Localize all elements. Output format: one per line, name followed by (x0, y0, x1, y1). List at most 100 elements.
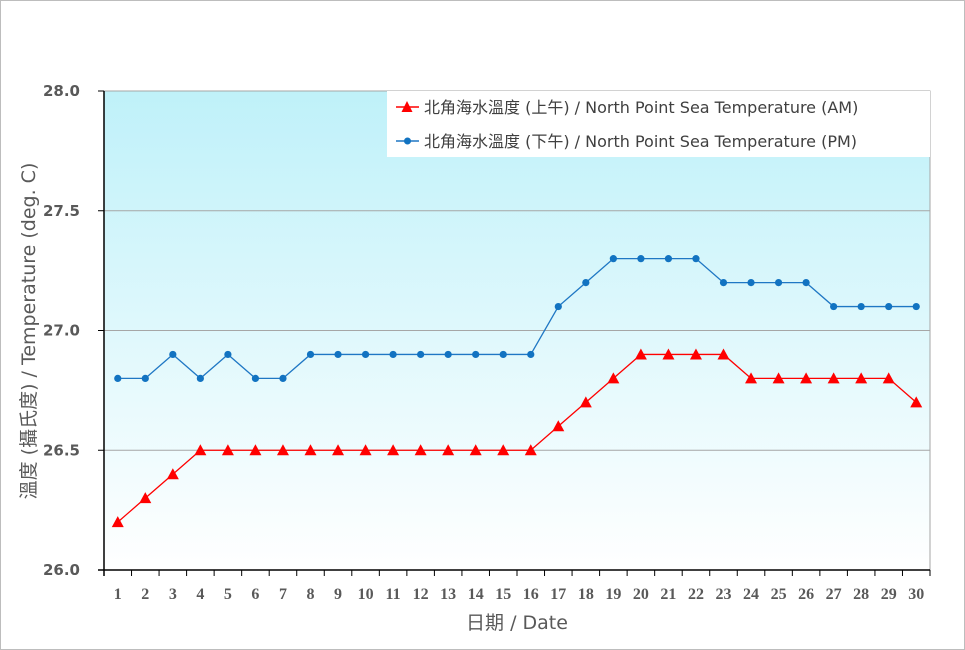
data-point[interactable] (334, 350, 342, 359)
legend-item-pm[interactable]: 北角海水溫度 (下午) / North Point Sea Temperatur… (396, 132, 857, 151)
data-point[interactable] (692, 255, 700, 263)
data-point[interactable] (582, 279, 590, 287)
x-tick-label: 3 (169, 586, 177, 603)
data-point[interactable] (800, 372, 813, 384)
data-point[interactable] (279, 374, 287, 382)
data-point[interactable] (830, 302, 838, 311)
triangle-marker-icon (401, 101, 413, 112)
data-point[interactable] (912, 302, 920, 311)
legend-item-am[interactable]: 北角海水溫度 (上午) / North Point Sea Temperatur… (396, 98, 858, 117)
x-tick-label: 14 (468, 586, 484, 603)
y-axis-label: 溫度 (攝氏度) / Temperature (deg. C) (18, 163, 40, 500)
x-tick-label: 7 (279, 586, 287, 603)
data-point[interactable] (910, 396, 923, 408)
data-point[interactable] (855, 372, 868, 384)
data-point[interactable] (304, 444, 317, 456)
data-point[interactable] (469, 444, 482, 456)
data-point[interactable] (196, 374, 204, 382)
data-point[interactable] (717, 348, 730, 360)
x-tick-label: 5 (224, 586, 232, 603)
data-point[interactable] (332, 444, 345, 456)
data-point[interactable] (527, 350, 535, 359)
data-point[interactable] (745, 372, 758, 384)
data-point[interactable] (194, 444, 207, 456)
data-point[interactable] (885, 302, 893, 311)
y-tick-label: 27.5 (43, 202, 80, 220)
x-tick-label: 28 (853, 586, 869, 603)
x-tick-label: 26 (798, 586, 814, 603)
y-tick-label: 28.0 (43, 82, 80, 100)
series-pm (114, 255, 920, 382)
data-point[interactable] (609, 255, 617, 263)
y-axis: 26.0 26.5 27.0 27.5 28.0 (43, 82, 105, 579)
x-tick-label: 10 (358, 586, 374, 603)
x-tick-label: 13 (440, 586, 456, 603)
data-point[interactable] (359, 444, 372, 456)
x-tick-label: 24 (743, 586, 759, 603)
data-point[interactable] (554, 302, 562, 311)
data-point[interactable] (166, 468, 179, 480)
data-point[interactable] (662, 348, 675, 360)
data-point[interactable] (114, 374, 122, 382)
data-point[interactable] (607, 372, 620, 384)
x-tick-label: 4 (196, 586, 204, 603)
data-point[interactable] (111, 516, 124, 528)
x-tick-label: 8 (307, 586, 315, 603)
data-point[interactable] (689, 348, 702, 360)
x-tick-label: 1 (114, 586, 122, 603)
x-tick-label: 25 (771, 586, 787, 603)
data-point[interactable] (169, 350, 177, 359)
x-tick-label: 21 (660, 586, 676, 603)
data-point[interactable] (361, 350, 370, 359)
data-point[interactable] (442, 444, 455, 456)
data-point[interactable] (472, 350, 480, 359)
data-point[interactable] (747, 279, 755, 287)
series-am (111, 348, 923, 528)
data-point[interactable] (634, 348, 647, 360)
x-tick-label: 12 (413, 586, 429, 603)
x-tick-label: 19 (605, 586, 621, 603)
data-point[interactable] (827, 372, 840, 384)
x-tick-label: 9 (334, 586, 342, 603)
data-point[interactable] (802, 279, 810, 287)
data-point[interactable] (774, 279, 783, 287)
x-tick-label: 11 (386, 586, 401, 603)
data-point[interactable] (224, 350, 232, 359)
data-point[interactable] (497, 444, 510, 456)
data-point[interactable] (249, 444, 262, 456)
data-point[interactable] (579, 396, 592, 408)
data-point[interactable] (857, 302, 865, 311)
y-tick-label: 26.5 (43, 441, 80, 459)
data-point[interactable] (276, 444, 289, 456)
data-point[interactable] (389, 350, 397, 359)
data-point[interactable] (306, 350, 315, 359)
data-point[interactable] (499, 350, 507, 359)
y-tick-label: 26.0 (43, 561, 80, 579)
data-point[interactable] (141, 374, 149, 382)
data-point[interactable] (251, 374, 260, 382)
data-point[interactable] (719, 279, 728, 287)
x-tick-label: 18 (578, 586, 594, 603)
data-point[interactable] (387, 444, 400, 456)
data-point[interactable] (552, 420, 565, 432)
data-point[interactable] (772, 372, 785, 384)
data-point[interactable] (524, 444, 537, 456)
data-point[interactable] (637, 255, 645, 263)
legend-label-am: 北角海水溫度 (上午) / North Point Sea Temperatur… (424, 98, 858, 117)
data-point[interactable] (882, 372, 895, 384)
legend: 北角海水溫度 (上午) / North Point Sea Temperatur… (387, 91, 930, 157)
data-point[interactable] (221, 444, 234, 456)
y-tick-label: 27.0 (43, 322, 80, 340)
data-point[interactable] (139, 492, 152, 504)
legend-label-pm: 北角海水溫度 (下午) / North Point Sea Temperatur… (424, 132, 857, 151)
x-tick-label: 22 (688, 586, 704, 603)
data-point[interactable] (664, 255, 673, 263)
x-tick-label: 17 (550, 586, 566, 603)
data-point[interactable] (417, 350, 425, 359)
x-tick-label: 2 (141, 586, 149, 603)
x-axis: 1 2 3 4 5 6 7 8 9 10 11 12 13 14 15 16 17 18 19 20 21 22 23 24 2… (98, 569, 931, 603)
data-point[interactable] (444, 350, 452, 359)
data-point[interactable] (414, 444, 427, 456)
x-tick-label: 16 (523, 586, 539, 603)
